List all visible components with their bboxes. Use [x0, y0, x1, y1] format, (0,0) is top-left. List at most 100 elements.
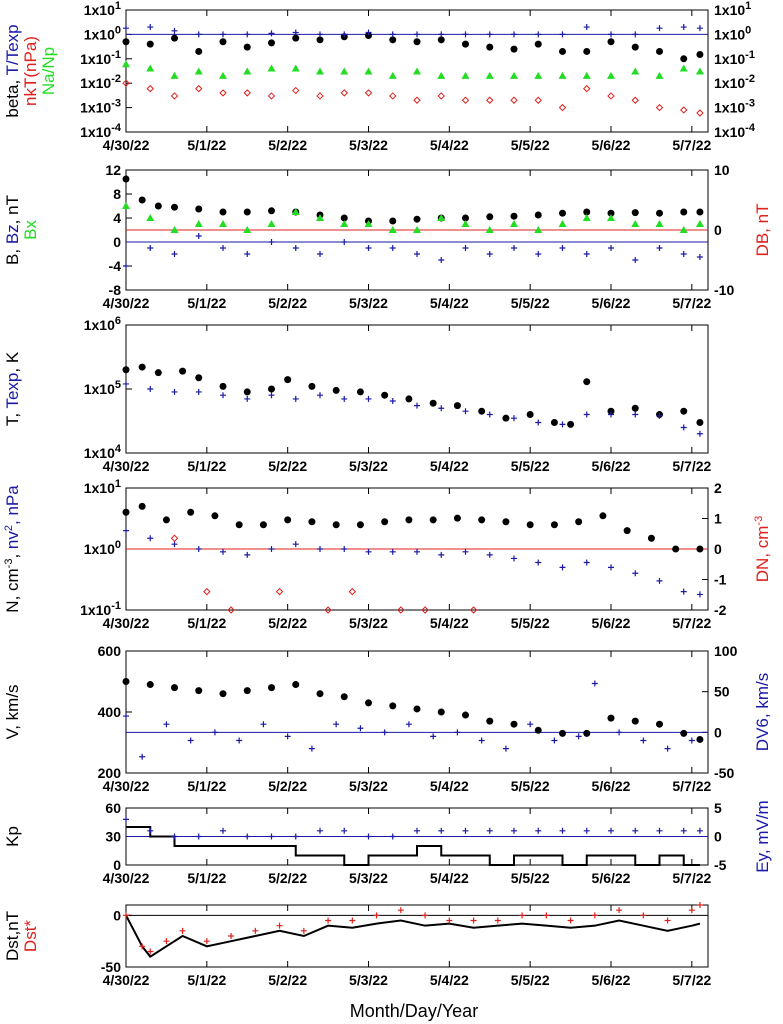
panel-4-series-2-point	[680, 588, 687, 595]
y-tick-label: 0	[113, 857, 121, 873]
panel-2-series-3-point	[316, 214, 324, 221]
x-tick-label: 4/30/22	[103, 870, 150, 886]
panel-6-series-2-point	[559, 827, 566, 834]
panel-4-series-3-point	[397, 606, 405, 614]
panel-1-series-3-point	[170, 71, 179, 79]
y-tick-label: 1x100	[84, 539, 121, 557]
panel-2-series-3-point	[461, 220, 470, 227]
panel-1-series-3-point	[607, 71, 615, 79]
panel-2-series-3-point	[194, 220, 203, 227]
panel-1-series-1-point	[219, 38, 227, 46]
x-tick-label: 5/2/22	[268, 972, 307, 988]
panel-2-series-1-point	[171, 203, 178, 211]
panel-2-series-2-point	[171, 251, 178, 257]
panel-1-series-2-point	[195, 31, 202, 38]
panel-7-series-2-point	[397, 907, 404, 914]
panel-1-series-4-point	[316, 92, 324, 100]
x-tick-label: 4/30/22	[103, 137, 150, 153]
panel-6-series-2-point	[438, 827, 445, 834]
panel-6-series-1-line	[126, 826, 700, 866]
panel-5-series-2-point	[123, 713, 129, 720]
panel-5-series-1-point	[486, 717, 494, 725]
panel-1-series-2-point	[365, 29, 372, 36]
panel-3-series-1-point	[429, 399, 437, 407]
panel-7-left-axis-title: Dst*	[21, 920, 40, 953]
panel-2-series-2-point	[656, 245, 663, 251]
panel-4-series-3-point	[324, 606, 332, 614]
panel-2-series-2-point	[365, 245, 372, 251]
y-tick-label: 600	[98, 643, 122, 659]
panel-7-series-2-point	[373, 912, 380, 919]
panel-3-series-1-point	[284, 376, 292, 384]
panel-5-series-2-point	[381, 729, 388, 736]
panel-2-series-1-point	[268, 207, 275, 215]
panel-4-series-1-point	[502, 518, 510, 526]
panel-4-series-2-point	[438, 551, 445, 558]
panel-2-series-3-point	[631, 220, 640, 227]
panel-6-series-2-point	[680, 827, 687, 834]
panel-6-series-2-point	[147, 827, 154, 834]
panel-5-series-2-point	[591, 680, 598, 687]
y-tick-label: 60	[105, 800, 121, 816]
panel-4-series-2-point	[414, 548, 420, 555]
panel-5-series-1-point	[413, 705, 421, 713]
panel-7-series-2-point	[696, 902, 703, 908]
panel-3-series-2-point	[583, 411, 590, 418]
panel-2-series-2-point	[511, 245, 517, 251]
panel-3-series-1-point	[453, 402, 461, 410]
panel-7-series-2-point	[688, 907, 695, 914]
panel-4-series-1-point	[211, 512, 219, 520]
panel-1-series-3-point	[340, 67, 349, 75]
x-tick-label: 5/3/22	[349, 458, 388, 474]
panel-6-series-2-point	[341, 827, 348, 834]
panel-2-series-2-point	[462, 245, 469, 251]
panel-1-series-1-point	[656, 47, 663, 55]
x-tick-label: 5/6/22	[592, 870, 631, 886]
x-tick-label: 5/5/22	[511, 615, 550, 631]
panel-7-series-1-line	[125, 914, 701, 958]
panel-5-series-1-point	[292, 681, 300, 689]
panel-4-series-2-point	[583, 559, 590, 566]
x-tick-label: 5/2/22	[268, 615, 307, 631]
y-right-tick-label: -50	[714, 765, 734, 781]
panel-6-series-2-point	[171, 833, 178, 840]
y-right-tick-label: -2	[714, 602, 727, 618]
panel-4-series-2-point	[341, 546, 348, 552]
panel-3-series-1-point	[405, 395, 413, 403]
x-tick-label: 5/1/22	[187, 615, 226, 631]
panel-7-series-2-point	[276, 922, 283, 929]
panel-1-series-1-point	[680, 55, 688, 63]
panel-6-series-2-point	[123, 816, 129, 823]
panel-4-series-1-point	[235, 521, 243, 529]
panel-5-series-1-point	[583, 729, 591, 737]
panel-1-series-4-point	[558, 103, 567, 112]
panel-7-series-2-point	[446, 917, 453, 924]
x-tick-label: 5/7/22	[672, 615, 711, 631]
panel-3-series-2-point	[389, 397, 396, 404]
y-tick-label: 1x105	[84, 379, 121, 397]
panel-6-series-2-point	[583, 827, 590, 834]
panel-3-series-1-point	[550, 418, 558, 426]
panel-2-series-2-point	[438, 257, 445, 263]
panel-1-series-2-point	[171, 27, 178, 34]
x-tick-label: 5/7/22	[672, 870, 711, 886]
panel-2-series-1-point	[243, 208, 251, 216]
x-tick-label: 5/5/22	[511, 778, 550, 794]
panel-4-series-1-point	[259, 521, 267, 529]
panel-5-series-1-point	[219, 690, 227, 698]
panel-5-series-1-point	[146, 681, 154, 689]
panel-4-series-3-point	[348, 587, 357, 596]
panel-1-series-2-point	[632, 31, 639, 38]
panel-5-series-2-point	[139, 753, 146, 760]
y-tick-label: 1x10-2	[80, 73, 121, 91]
x-tick-label: 5/1/22	[187, 778, 226, 794]
panel-4-series-3-point	[227, 606, 235, 614]
panel-1-series-1-point	[389, 36, 397, 44]
panel-5-series-2-point	[211, 729, 218, 736]
panel-1-series-2-point	[389, 31, 396, 38]
panel-2-series-3-point	[437, 214, 446, 221]
x-tick-label: 4/30/22	[103, 778, 150, 794]
panel-2-series-1-point	[510, 212, 518, 220]
y-right-tick-label: 0	[714, 541, 722, 557]
